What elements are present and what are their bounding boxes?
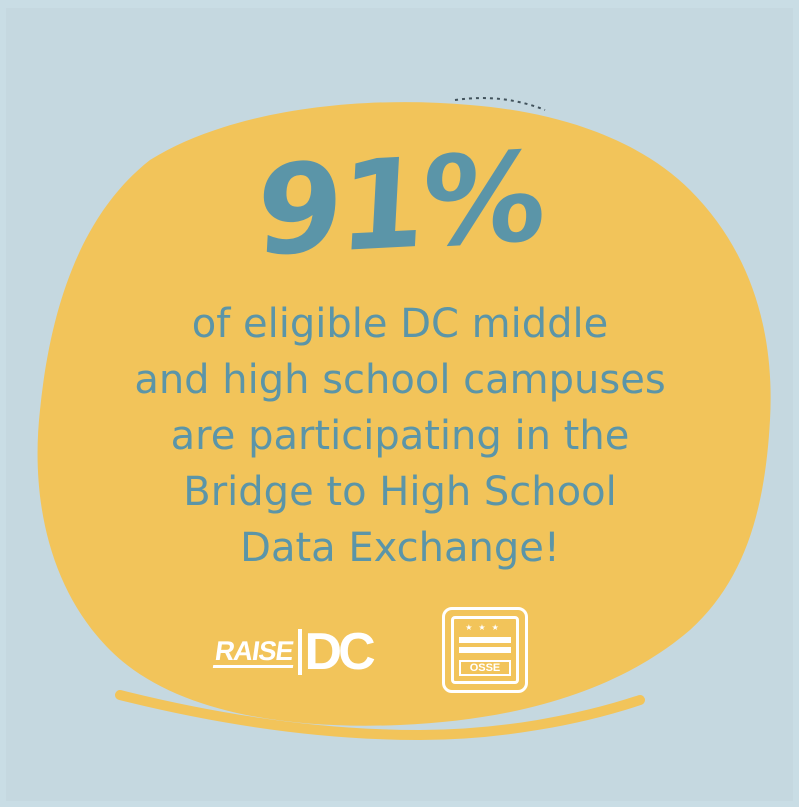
paint-blob-stroke xyxy=(115,690,645,741)
osse-logo-label: OSSE xyxy=(459,660,511,676)
message-line: and high school campuses xyxy=(134,357,666,403)
raise-dc-logo-dc: DC xyxy=(304,623,376,681)
message-line: Bridge to High School xyxy=(183,469,617,515)
osse-logo-stars: ★★★ xyxy=(465,623,505,632)
message-line: of eligible DC middle xyxy=(191,301,609,347)
osse-logo: ★★★ OSSE xyxy=(442,607,528,693)
raise-dc-logo-bar xyxy=(297,629,302,675)
osse-logo-flag: ★★★ OSSE xyxy=(451,616,519,684)
message-line: are participating in the xyxy=(170,413,630,459)
osse-logo-band xyxy=(459,647,511,653)
raise-dc-logo: RAISE DC xyxy=(212,623,376,681)
message-line: Data Exchange! xyxy=(240,525,560,571)
message-text: of eligible DC middle and high school ca… xyxy=(60,296,740,576)
paint-blob-fill xyxy=(37,102,771,726)
osse-logo-band xyxy=(459,637,511,643)
raise-dc-logo-raise: RAISE xyxy=(212,635,297,668)
